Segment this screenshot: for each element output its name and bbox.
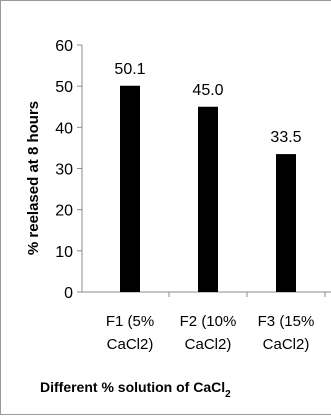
y-tick-label: 40 — [55, 120, 73, 137]
x-tick-label: CaCl2) — [185, 336, 232, 353]
bar-value-label: 33.5 — [270, 129, 301, 146]
x-tick-label: F1 (5% — [106, 313, 154, 330]
x-tick-label: CaCl2) — [263, 336, 310, 353]
bar — [120, 86, 140, 292]
y-tick-label: 30 — [55, 162, 73, 179]
x-axis-title: Different % solution of CaCl2 — [40, 379, 231, 400]
x-tick-label: F3 (15% — [258, 313, 315, 330]
y-tick-label: 50 — [55, 79, 73, 96]
bar — [276, 154, 296, 292]
y-tick-label: 60 — [55, 38, 73, 55]
x-tick-label: CaCl2) — [107, 336, 154, 353]
x-axis-title-sub: 2 — [225, 389, 231, 400]
bar-value-label: 50.1 — [114, 61, 145, 78]
bar — [198, 107, 218, 292]
bar-value-label: 45.0 — [192, 82, 223, 99]
x-tick-label: F2 (10% — [180, 313, 237, 330]
bars — [120, 86, 296, 292]
y-tick-label: 10 — [55, 244, 73, 261]
y-tick-label: 0 — [64, 285, 73, 302]
y-tick-label: 20 — [55, 203, 73, 220]
x-tick-labels: F1 (5% CaCl2) F2 (10% CaCl2) F3 (15% CaCl2) — [106, 292, 325, 353]
y-axis-title: % reelased at 8 hours — [25, 101, 42, 255]
x-axis-title-main: Different % solution of CaCl — [40, 379, 225, 395]
